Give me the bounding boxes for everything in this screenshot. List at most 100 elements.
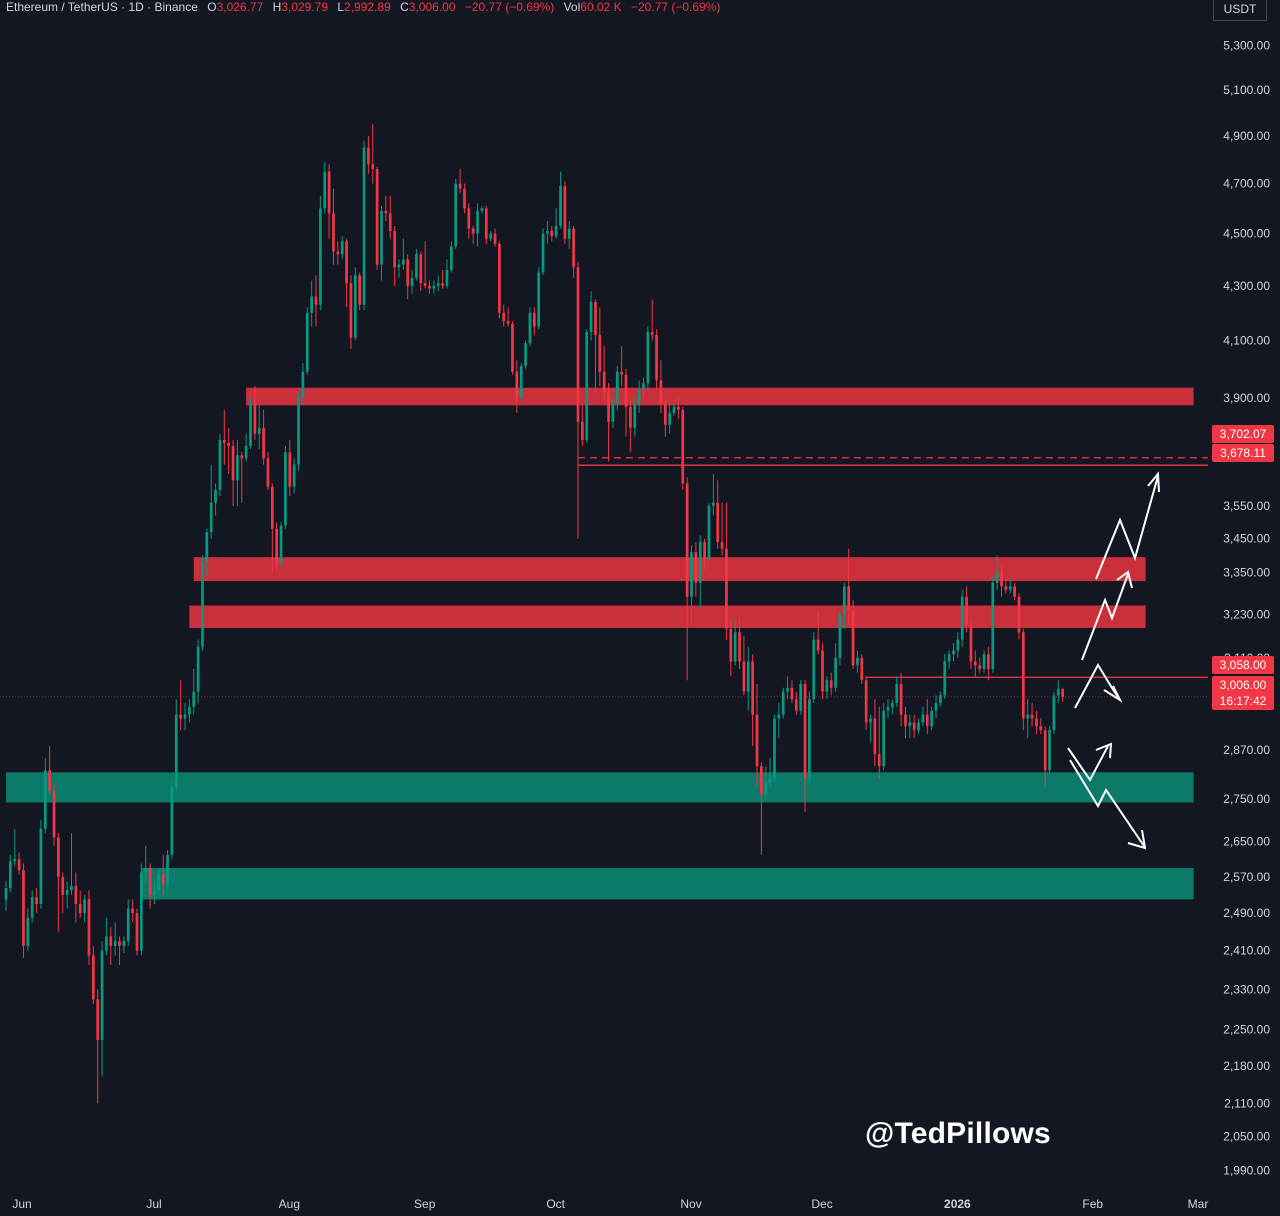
candle <box>956 632 960 658</box>
candle <box>249 397 252 450</box>
candle <box>733 617 737 666</box>
candle-body <box>973 661 977 666</box>
candle <box>842 582 846 629</box>
candle-body <box>463 188 466 209</box>
candle <box>808 691 811 783</box>
candle-body <box>786 687 789 692</box>
candle <box>319 195 322 311</box>
candle-body <box>1021 632 1025 719</box>
candle-body <box>877 754 881 767</box>
candle-body <box>895 683 899 704</box>
candle-body <box>358 275 362 305</box>
y-tick-label: 3,450.00 <box>1223 532 1270 546</box>
candle <box>380 205 383 281</box>
y-axis[interactable]: 5,300.00 5,100.00 4,900.00 4,700.00 4,500.00… <box>1223 39 1270 1178</box>
candle-body <box>43 770 47 829</box>
candle <box>532 307 536 335</box>
candle-body <box>301 371 305 398</box>
candle-body <box>541 233 545 273</box>
y-tick-label: 2,570.00 <box>1223 870 1270 884</box>
symbol-title[interactable]: Ethereum / TetherUS · 1D · Binance <box>6 0 198 14</box>
candle-body <box>816 639 820 651</box>
candle-body <box>812 639 816 700</box>
resistance-zone-2 <box>193 557 1146 582</box>
candle-body <box>17 859 21 871</box>
candle <box>537 267 541 330</box>
candle-body <box>637 389 641 404</box>
candle-body <box>711 502 715 506</box>
candle <box>611 397 615 428</box>
candle <box>781 687 785 719</box>
candle-body <box>947 654 951 662</box>
candle <box>65 881 69 909</box>
candle <box>43 758 47 834</box>
candle <box>1056 680 1060 704</box>
volume-change: −20.77 (−0.69%) <box>631 0 721 14</box>
candle-body <box>768 778 772 783</box>
candle <box>786 676 789 700</box>
candle <box>550 225 554 242</box>
candle-body <box>380 210 383 265</box>
candle-body <box>144 867 148 873</box>
currency-button[interactable]: USDT <box>1213 0 1267 21</box>
candle-body <box>663 403 667 425</box>
candle <box>607 383 610 462</box>
candle <box>253 386 257 440</box>
candle-body <box>489 233 493 239</box>
candle-body <box>13 859 17 862</box>
candle <box>48 746 52 795</box>
x-tick-label: Jul <box>146 1197 161 1211</box>
candle-body <box>297 397 300 465</box>
candle-body <box>266 458 270 487</box>
candle-body <box>122 941 126 946</box>
candle <box>310 280 313 327</box>
candle-body <box>445 269 449 286</box>
candle-body <box>624 374 628 407</box>
candle-body <box>87 899 91 956</box>
candle-body <box>140 872 143 951</box>
candle <box>397 259 401 278</box>
candle-body <box>511 323 514 372</box>
candle <box>655 329 658 390</box>
y-tick-label: 2,180.00 <box>1223 1059 1270 1073</box>
x-axis[interactable]: Jun Jul Aug Sep Oct Nov Dec 2026 Feb Mar <box>12 1197 1208 1211</box>
candle <box>567 220 571 250</box>
candle <box>279 522 283 570</box>
x-tick-label: Jun <box>12 1197 31 1211</box>
y-tick-label: 2,050.00 <box>1223 1129 1270 1143</box>
candle <box>170 778 174 860</box>
candle <box>711 474 715 516</box>
candle <box>829 672 833 696</box>
y-tick-label: 2,410.00 <box>1223 944 1270 958</box>
candle-body <box>738 632 741 662</box>
price-tag-2: 3,678.11 <box>1212 444 1274 462</box>
candle <box>91 945 95 1005</box>
candle-body <box>61 876 65 895</box>
candle-body <box>375 169 379 265</box>
candle <box>891 699 894 715</box>
candle <box>257 403 261 450</box>
candle <box>681 406 685 490</box>
candle <box>270 483 274 573</box>
candle <box>393 225 396 286</box>
candle-body <box>629 406 632 428</box>
candle <box>22 863 25 958</box>
volume-value: 60.02 K <box>580 0 622 14</box>
candle <box>498 241 501 319</box>
candle-body <box>349 283 353 338</box>
candle <box>26 908 30 951</box>
arrow-stroke-7 <box>1067 745 1109 782</box>
candle <box>323 161 327 214</box>
y-tick-label: 2,250.00 <box>1223 1023 1270 1037</box>
candle-body <box>1035 718 1038 727</box>
candle <box>825 676 829 700</box>
candle-body <box>829 680 833 688</box>
candle-body <box>257 427 261 434</box>
candle <box>432 280 436 294</box>
open-label: O <box>207 0 217 14</box>
candle-body <box>956 639 960 651</box>
x-tick-label: Dec <box>811 1197 832 1211</box>
candle-body <box>751 661 754 715</box>
candle <box>332 188 335 265</box>
